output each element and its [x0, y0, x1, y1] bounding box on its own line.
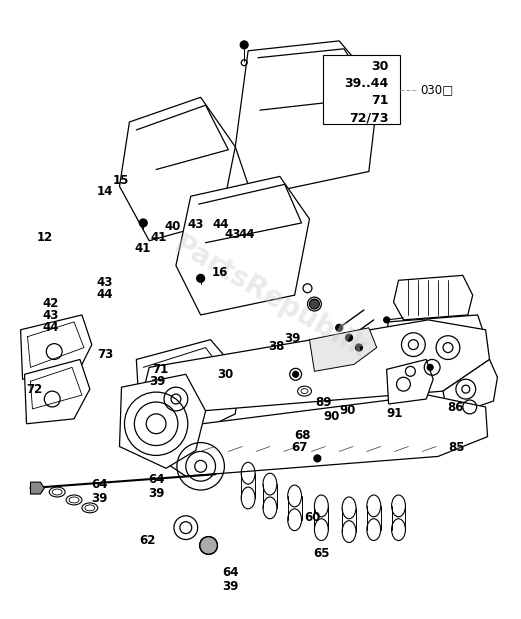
Text: 16: 16 — [212, 266, 229, 279]
Text: 62: 62 — [139, 534, 155, 547]
Polygon shape — [141, 320, 490, 414]
Text: 86: 86 — [447, 401, 464, 414]
Text: 30: 30 — [371, 60, 388, 73]
Text: 71: 71 — [152, 363, 169, 376]
Polygon shape — [387, 360, 433, 404]
Text: 41: 41 — [135, 242, 151, 255]
Text: 44: 44 — [96, 288, 113, 301]
Circle shape — [139, 219, 147, 227]
Text: 71: 71 — [371, 94, 388, 107]
Circle shape — [345, 334, 353, 341]
Text: 43: 43 — [225, 228, 241, 241]
Polygon shape — [309, 328, 377, 371]
Text: 39: 39 — [149, 375, 166, 388]
Circle shape — [355, 344, 363, 351]
Circle shape — [309, 299, 319, 309]
Text: 64: 64 — [91, 478, 108, 491]
Text: 39..44: 39..44 — [344, 77, 388, 90]
Polygon shape — [137, 340, 240, 431]
Text: 90: 90 — [324, 410, 340, 423]
Text: 30: 30 — [217, 368, 233, 381]
Polygon shape — [235, 41, 379, 196]
Text: 72: 72 — [27, 383, 43, 396]
Text: 41: 41 — [150, 231, 167, 244]
Text: 67: 67 — [291, 441, 307, 454]
Text: 64: 64 — [148, 474, 165, 487]
Polygon shape — [119, 374, 206, 469]
Text: 72/73: 72/73 — [349, 111, 388, 124]
Text: 91: 91 — [387, 407, 403, 420]
Text: 39: 39 — [222, 581, 239, 594]
Polygon shape — [176, 176, 309, 315]
Circle shape — [383, 317, 390, 323]
Text: 65: 65 — [313, 547, 330, 560]
Circle shape — [240, 41, 248, 49]
Circle shape — [200, 537, 217, 555]
Circle shape — [427, 365, 433, 370]
Text: 030□: 030□ — [420, 83, 453, 96]
Text: 43: 43 — [188, 219, 204, 232]
Text: 90: 90 — [339, 404, 355, 417]
Circle shape — [314, 455, 321, 462]
Text: 42: 42 — [42, 297, 58, 310]
Text: 60: 60 — [304, 511, 320, 524]
Text: PartsRepublik: PartsRepublik — [169, 230, 373, 364]
Circle shape — [293, 371, 299, 377]
Text: 38: 38 — [268, 340, 284, 353]
Polygon shape — [31, 482, 44, 494]
Text: 44: 44 — [42, 321, 58, 334]
Text: 64: 64 — [222, 566, 239, 579]
Polygon shape — [159, 395, 488, 476]
Circle shape — [336, 324, 343, 331]
Text: 43: 43 — [97, 276, 113, 289]
Bar — [324, 55, 400, 124]
Text: 68: 68 — [294, 429, 311, 442]
Text: 44: 44 — [239, 228, 255, 241]
Polygon shape — [24, 360, 90, 424]
Text: 44: 44 — [212, 219, 229, 232]
Text: 12: 12 — [37, 231, 53, 244]
Polygon shape — [381, 315, 488, 379]
Text: 14: 14 — [97, 186, 113, 199]
Text: 15: 15 — [113, 175, 130, 188]
Text: 43: 43 — [42, 309, 58, 322]
Polygon shape — [21, 315, 92, 379]
Text: 89: 89 — [315, 396, 332, 409]
Circle shape — [197, 274, 205, 282]
Text: 40: 40 — [165, 220, 181, 233]
Text: 39: 39 — [284, 332, 301, 345]
Text: 85: 85 — [448, 441, 465, 454]
Polygon shape — [393, 275, 473, 320]
Polygon shape — [443, 360, 498, 417]
Text: 39: 39 — [148, 487, 165, 500]
Text: 73: 73 — [98, 348, 114, 361]
Polygon shape — [119, 97, 235, 241]
Text: 39: 39 — [92, 491, 108, 504]
